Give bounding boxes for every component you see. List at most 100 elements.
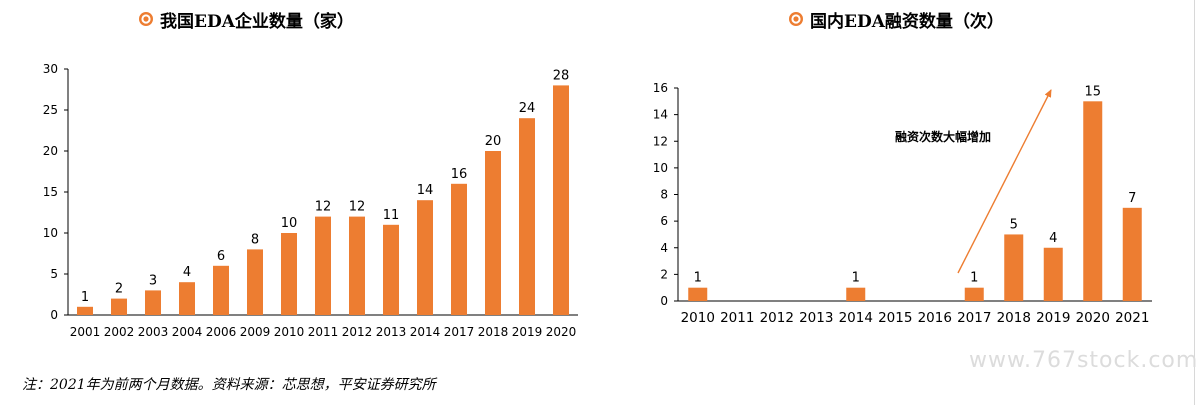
x-tick-label: 2009 (240, 325, 271, 339)
data-label: 16 (451, 167, 468, 182)
data-label: 7 (1128, 191, 1136, 206)
source-note: 注：2021年为前两个月数据。资料来源：芯思想，平安证券研究所 (22, 377, 436, 393)
data-label: 10 (281, 216, 298, 231)
right-chart-title: 国内EDA融资数量（次） (788, 6, 1004, 32)
data-label: 24 (519, 101, 536, 116)
y-tick-label: 16 (653, 81, 668, 95)
y-tick-label: 2 (660, 267, 668, 281)
x-tick-label: 2006 (206, 325, 237, 339)
bar (349, 216, 365, 315)
y-tick-label: 30 (43, 62, 58, 76)
bar (417, 200, 433, 315)
data-label: 14 (417, 183, 434, 198)
data-label: 12 (315, 200, 332, 215)
bar (281, 233, 297, 315)
left-bar-chart: 0 5 10 15 20 25 30 1 2001 2 2002 3 2003 4 2004 6 2006 8 20… (43, 62, 578, 339)
x-tick-label: 2019 (512, 325, 543, 339)
x-tick-label: 2017 (957, 310, 991, 326)
data-label: 1 (852, 271, 860, 286)
trend-arrow (957, 89, 1052, 274)
x-tick-label: 2011 (308, 325, 339, 339)
x-tick-label: 2015 (878, 310, 912, 326)
data-label: 28 (553, 68, 570, 83)
x-tick-label: 2013 (376, 325, 407, 339)
x-tick-label: 2018 (478, 325, 509, 339)
bar (688, 287, 708, 301)
x-tick-label: 2018 (997, 310, 1031, 326)
bar (519, 118, 535, 315)
x-tick-label: 2020 (546, 325, 577, 339)
bar (213, 265, 229, 315)
data-label: 4 (1049, 231, 1057, 246)
data-label: 4 (183, 265, 191, 280)
x-tick-label: 2013 (799, 310, 833, 326)
x-tick-label: 2012 (342, 325, 373, 339)
y-tick-label: 15 (43, 185, 58, 199)
y-tick-label: 14 (653, 108, 668, 122)
x-tick-label: 2002 (104, 325, 135, 339)
bar (383, 224, 399, 315)
x-tick-label: 2016 (918, 310, 952, 326)
bar (451, 183, 467, 315)
bar (846, 287, 866, 301)
data-label: 1 (970, 271, 978, 286)
x-tick-label: 2019 (1036, 310, 1070, 326)
data-label: 1 (694, 271, 702, 286)
y-tick-label: 6 (660, 214, 668, 228)
data-label: 1 (81, 290, 89, 305)
bar (145, 290, 161, 315)
x-tick-label: 2017 (444, 325, 475, 339)
x-tick-label: 2020 (1076, 310, 1110, 326)
data-label: 20 (485, 134, 502, 149)
bar (964, 287, 984, 301)
bar (1083, 101, 1103, 301)
data-label: 5 (1010, 217, 1018, 232)
y-tick-label: 4 (660, 241, 668, 255)
data-label: 8 (251, 232, 259, 247)
y-tick-label: 20 (43, 144, 58, 158)
data-label: 11 (383, 208, 400, 223)
target-icon (139, 12, 153, 26)
data-label: 15 (1084, 84, 1101, 99)
y-tick-label: 10 (43, 226, 58, 240)
y-tick-label: 5 (50, 267, 58, 281)
bar (247, 249, 263, 315)
y-tick-label: 25 (43, 103, 58, 117)
data-label: 3 (149, 273, 157, 288)
bar (315, 216, 331, 315)
data-label: 12 (349, 200, 366, 215)
target-icon (789, 12, 803, 26)
bar (77, 306, 93, 315)
x-tick-label: 2010 (274, 325, 305, 339)
panel-border (1194, 0, 1195, 405)
watermark: www.767stock.com (969, 348, 1198, 373)
data-label: 6 (217, 249, 225, 264)
x-tick-label: 2001 (70, 325, 101, 339)
x-tick-label: 2012 (760, 310, 794, 326)
bar (485, 151, 501, 315)
y-tick-label: 0 (50, 308, 58, 322)
right-chart-title-text: 国内EDA融资数量（次） (810, 11, 1004, 32)
y-tick-label: 10 (653, 161, 668, 175)
x-tick-label: 2011 (720, 310, 754, 326)
bar (111, 298, 127, 315)
bar (1004, 234, 1024, 301)
y-tick-label: 8 (660, 188, 668, 202)
bar (179, 282, 195, 315)
x-tick-label: 2014 (839, 310, 873, 326)
bar (1122, 207, 1142, 301)
bar (553, 85, 569, 316)
y-tick-label: 0 (660, 294, 668, 308)
x-tick-label: 2021 (1115, 310, 1149, 326)
x-tick-label: 2014 (410, 325, 441, 339)
y-tick-label: 12 (653, 134, 668, 148)
data-label: 2 (115, 282, 123, 297)
bar (1043, 247, 1063, 301)
x-tick-label: 2003 (138, 325, 169, 339)
left-chart-title: 我国EDA企业数量（家） (138, 6, 354, 32)
left-chart-title-text: 我国EDA企业数量（家） (160, 11, 354, 32)
x-tick-label: 2004 (172, 325, 203, 339)
x-tick-label: 2010 (681, 310, 715, 326)
trend-annotation: 融资次数大幅增加 (895, 130, 992, 144)
